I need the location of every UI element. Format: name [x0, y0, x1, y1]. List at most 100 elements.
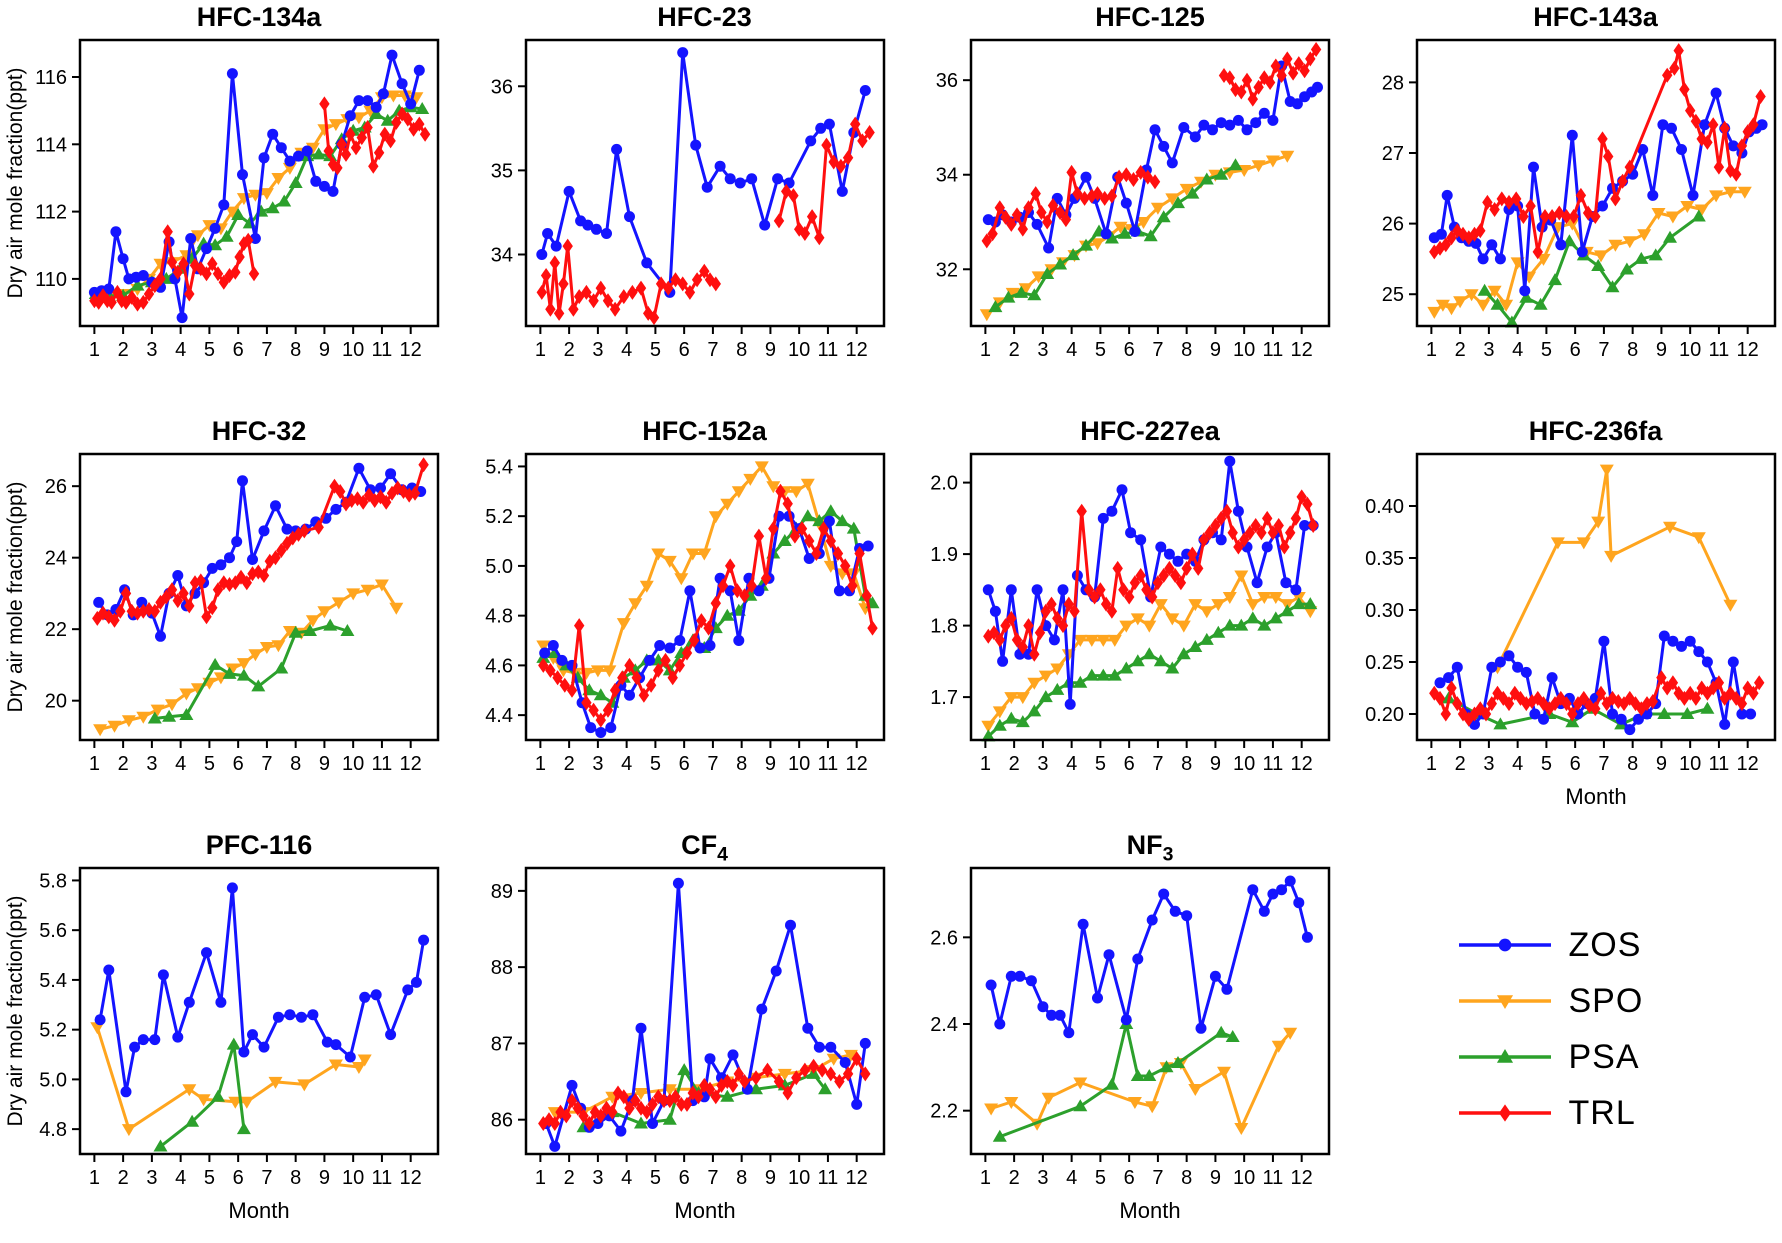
svg-text:24: 24	[45, 548, 67, 570]
svg-text:5.2: 5.2	[485, 506, 513, 528]
svg-text:1: 1	[534, 1167, 545, 1189]
svg-text:6: 6	[1124, 1167, 1135, 1189]
svg-text:2: 2	[118, 753, 129, 775]
chart-title-hfc-23: HFC-23	[657, 2, 752, 32]
svg-text:2.4: 2.4	[930, 1014, 958, 1036]
svg-text:3: 3	[592, 339, 603, 361]
svg-text:7: 7	[261, 1167, 272, 1189]
svg-text:10: 10	[1233, 339, 1255, 361]
series-group	[537, 877, 871, 1152]
svg-text:3: 3	[592, 753, 603, 775]
series-trl	[92, 457, 429, 628]
series-group	[535, 47, 875, 326]
x-axis-ticks: 1 2 3 4 5 6 7 8 9 10 11 12	[1425, 326, 1758, 361]
svg-text:116: 116	[35, 67, 67, 89]
y-axis-label: Dry air mole fraction(ppt)	[4, 481, 27, 712]
svg-text:5: 5	[1095, 753, 1106, 775]
svg-text:89: 89	[490, 881, 512, 903]
series-group	[984, 875, 1313, 1142]
svg-text:11: 11	[372, 1167, 393, 1189]
svg-text:12: 12	[845, 1167, 867, 1189]
svg-text:4.8: 4.8	[485, 606, 513, 628]
svg-text:9: 9	[1210, 753, 1221, 775]
svg-text:9: 9	[764, 753, 775, 775]
svg-text:7: 7	[1152, 753, 1163, 775]
svg-text:6: 6	[1569, 753, 1580, 775]
x-axis-ticks: 1 2 3 4 5 6 7 8 9 10 11 12	[980, 740, 1313, 775]
chart-hfc-143a: 1 2 3 4 5 6 7 8 9 10 11 12 25 26 27 28 HFC-143a	[1337, 0, 1782, 414]
svg-text:2: 2	[1009, 1167, 1020, 1189]
svg-text:5: 5	[1540, 753, 1551, 775]
chart-title-hfc-134a: HFC-134a	[196, 2, 322, 32]
series-group	[981, 455, 1319, 742]
svg-text:11: 11	[817, 1167, 838, 1189]
svg-text:12: 12	[1736, 339, 1758, 361]
svg-text:1: 1	[980, 753, 991, 775]
chart-title-hfc-152a: HFC-152a	[642, 416, 767, 446]
svg-text:4: 4	[175, 1167, 186, 1189]
series-trl	[1428, 43, 1766, 260]
svg-text:9: 9	[319, 1167, 330, 1189]
legend-item-trl: TRL	[1455, 1092, 1782, 1134]
svg-text:27: 27	[1381, 143, 1403, 165]
y-axis-ticks: 0.20 0.25 0.30 0.35 0.40	[1365, 496, 1417, 726]
legend-label-trl: TRL	[1568, 1093, 1636, 1132]
svg-text:11: 11	[1263, 753, 1284, 775]
svg-text:6: 6	[233, 1167, 244, 1189]
chart-title-pfc-116: PFC-116	[205, 830, 313, 860]
series-group	[1428, 464, 1764, 736]
svg-text:2: 2	[1009, 339, 1020, 361]
chart-hfc-236fa: 1 2 3 4 5 6 7 8 9 10 11 12 0.20 0.25 0.30 0.35 0.40 Month…	[1337, 414, 1782, 828]
svg-text:2.0: 2.0	[930, 473, 958, 495]
x-axis-label: Month	[228, 1198, 289, 1223]
svg-text:0.30: 0.30	[1365, 600, 1404, 622]
series-group	[535, 461, 879, 738]
svg-text:8: 8	[1181, 753, 1192, 775]
svg-text:20: 20	[45, 691, 67, 713]
svg-text:11: 11	[1708, 753, 1729, 775]
svg-text:26: 26	[1381, 214, 1403, 236]
svg-text:11: 11	[372, 753, 393, 775]
svg-text:6: 6	[1124, 753, 1135, 775]
svg-text:88: 88	[490, 957, 512, 979]
legend-item-psa: PSA	[1455, 1036, 1782, 1078]
svg-text:10: 10	[788, 1167, 810, 1189]
svg-text:3: 3	[1037, 339, 1048, 361]
svg-text:5: 5	[1095, 1167, 1106, 1189]
x-axis-ticks: 1 2 3 4 5 6 7 8 9 10 11 12	[89, 326, 422, 361]
chart-title-hfc-236fa: HFC-236fa	[1528, 416, 1663, 446]
svg-text:1: 1	[1425, 339, 1436, 361]
spo-line-marker-icon	[1458, 995, 1551, 1010]
svg-text:5.4: 5.4	[39, 970, 67, 992]
svg-text:1.9: 1.9	[930, 544, 958, 566]
x-axis-label: Month	[1119, 1198, 1180, 1223]
svg-text:34: 34	[936, 165, 958, 187]
svg-text:2.6: 2.6	[930, 927, 958, 949]
svg-text:6: 6	[233, 753, 244, 775]
psa-line-marker-icon	[1458, 1048, 1551, 1063]
series-spo	[1426, 186, 1752, 319]
legend: ZOS SPO PSA TRL	[1337, 828, 1782, 1243]
series-group	[90, 882, 430, 1152]
svg-text:5: 5	[1095, 339, 1106, 361]
svg-text:1.7: 1.7	[930, 687, 958, 709]
svg-text:5: 5	[1540, 339, 1551, 361]
svg-text:7: 7	[1598, 339, 1609, 361]
y-axis-label: Dry air mole fraction(ppt)	[4, 67, 27, 298]
chart-title-nf3: NF3	[1126, 830, 1174, 866]
svg-text:6: 6	[678, 339, 689, 361]
svg-text:10: 10	[1233, 1167, 1255, 1189]
chart-hfc-227ea: 1 2 3 4 5 6 7 8 9 10 11 12 1.7 1.8 1.9 2.0 HFC-227ea	[891, 414, 1337, 828]
svg-text:9: 9	[1210, 339, 1221, 361]
svg-text:7: 7	[261, 339, 272, 361]
svg-text:6: 6	[1569, 339, 1580, 361]
series-spo	[984, 1027, 1298, 1135]
svg-text:3: 3	[146, 753, 157, 775]
chart-title-hfc-32: HFC-32	[211, 416, 307, 446]
svg-text:5: 5	[204, 1167, 215, 1189]
chart-title-cf4: CF4	[681, 830, 728, 866]
x-axis-ticks: 1 2 3 4 5 6 7 8 9 10 11 12	[980, 326, 1313, 361]
